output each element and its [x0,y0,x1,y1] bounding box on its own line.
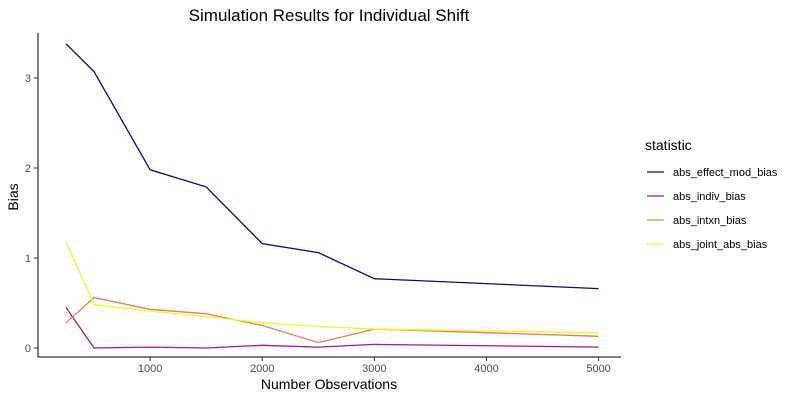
series-line-abs_joint_abs_bias [65,241,599,334]
x-axis-ticks: 1000 2000 3000 4000 5000 [138,357,611,375]
x-tick-label: 3000 [362,363,386,375]
x-tick-label: 4000 [474,363,498,375]
legend-label: abs_intxn_bias [673,215,747,227]
legend-label: abs_effect_mod_bias [673,167,778,179]
plot-area: 0 1 2 3 1000 2000 3000 4000 5000 [25,33,621,375]
y-tick-label: 3 [25,73,31,85]
y-tick-label: 1 [25,253,31,265]
legend-items: abs_effect_mod_bias abs_indiv_bias abs_int… [647,167,778,251]
series-line-abs_indiv_bias [65,307,599,349]
legend-label: abs_indiv_bias [673,191,746,203]
legend: statistic abs_effect_mod_bias abs_indiv_b… [645,137,778,251]
x-axis-title: Number Observations [261,376,397,392]
y-tick-label: 0 [25,343,31,355]
x-tick-label: 5000 [586,363,610,375]
y-axis-ticks: 0 1 2 3 [25,73,38,355]
x-tick-label: 1000 [138,363,162,375]
chart-title: Simulation Results for Individual Shift [189,6,470,25]
series-line-abs_effect_mod_bias [65,43,599,290]
x-tick-label: 2000 [250,363,274,375]
legend-label: abs_joint_abs_bias [673,239,768,251]
series-line-abs_intxn_bias [65,296,599,344]
y-tick-label: 2 [25,163,31,175]
series-lines [65,43,599,349]
legend-title: statistic [645,137,692,153]
y-axis-title: Bias [5,183,21,210]
